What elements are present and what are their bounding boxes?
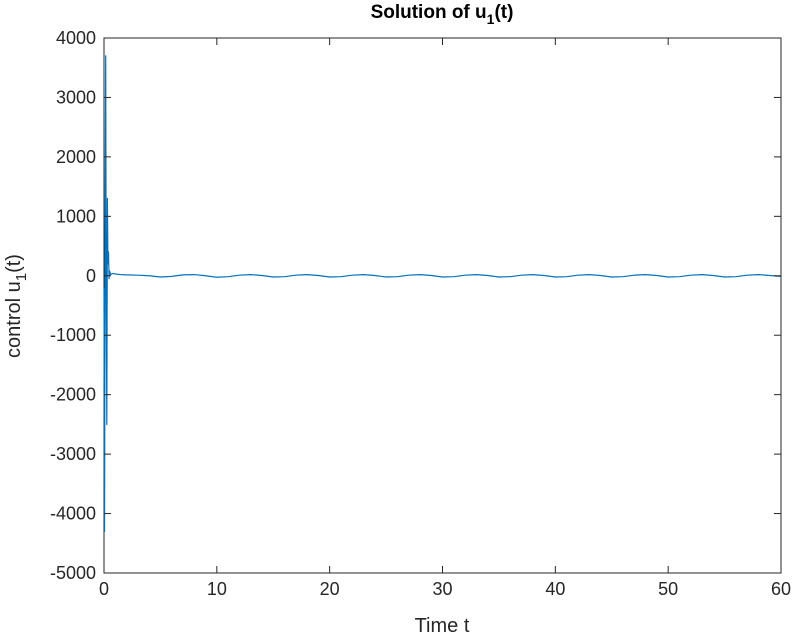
y-tick-label: 1000 bbox=[56, 206, 96, 226]
x-tick-label: 20 bbox=[320, 579, 340, 599]
x-tick-label: 0 bbox=[99, 579, 109, 599]
y-tick-label: 0 bbox=[86, 266, 96, 286]
ticks-layer: 0 10 20 30 40 50 60 4000 3000 2000 1000 0 -1000 -2000… bbox=[50, 28, 791, 599]
y-tick-label: 2000 bbox=[56, 147, 96, 167]
y-tick-label: -1000 bbox=[50, 325, 96, 345]
y-tick-label: -4000 bbox=[50, 504, 96, 524]
y-tick-label: 3000 bbox=[56, 87, 96, 107]
y-tick-label: -3000 bbox=[50, 444, 96, 464]
x-tick-label: 50 bbox=[658, 579, 678, 599]
y-axis-label: control u1(t) bbox=[3, 254, 30, 358]
y-tick-label: -2000 bbox=[50, 385, 96, 405]
axes-box bbox=[103, 37, 782, 574]
chart-title: Solution of u1(t) bbox=[371, 2, 514, 27]
x-tick-label: 30 bbox=[432, 579, 452, 599]
x-tick-label: 60 bbox=[771, 579, 791, 599]
x-tick-label: 10 bbox=[207, 579, 227, 599]
y-tick-label: 4000 bbox=[56, 28, 96, 48]
x-axis-label: Time t bbox=[415, 615, 470, 636]
x-tick-label: 40 bbox=[545, 579, 565, 599]
series-layer bbox=[103, 55, 782, 532]
y-tick-label: -5000 bbox=[50, 563, 96, 583]
series-line bbox=[103, 55, 782, 532]
